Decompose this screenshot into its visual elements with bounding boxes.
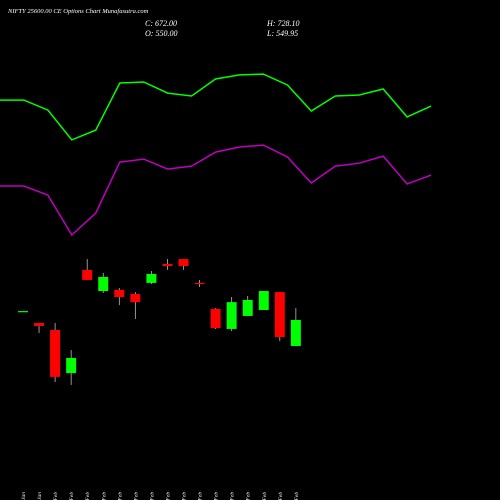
x-tick-label: 09 Feb [149, 492, 155, 500]
x-tick-label: 29 Jan [21, 492, 27, 500]
candle-body [114, 289, 125, 297]
x-tick-label: 05 Feb [117, 492, 123, 500]
x-tick-label: 30 Jan [37, 492, 43, 500]
candle-body [18, 311, 28, 313]
chart-title: NIFTY 25600.00 CE Options Chart Munafasu… [7, 8, 149, 15]
candle-body [130, 294, 141, 303]
x-tick-label: 13 Feb [214, 492, 220, 500]
candle-body [50, 330, 61, 377]
x-tick-label: 12 Feb [198, 492, 204, 500]
candle-body [226, 302, 237, 329]
x-tick-label: 02 Feb [69, 492, 75, 500]
x-tick-label: 10 Feb [165, 492, 171, 500]
x-tick-label: 16 Feb [230, 492, 236, 500]
x-tick-label: 19 Feb [278, 492, 284, 500]
x-tick-label: 18 Feb [262, 492, 268, 500]
stat: O: 550.00 [145, 29, 177, 38]
indicator-line [0, 73, 432, 141]
stat: H: 728.10 [266, 19, 299, 28]
x-tick-label: 20 Feb [294, 492, 300, 500]
candle-body [146, 273, 157, 283]
candle-body [178, 259, 189, 267]
indicator-line [0, 144, 432, 237]
candle-body [98, 276, 109, 292]
candle-body [82, 269, 93, 280]
stat: L: 549.95 [266, 29, 298, 38]
x-tick-label: 03 Feb [85, 492, 91, 500]
candle-body [258, 291, 269, 310]
candle-body [274, 292, 285, 338]
candle-body [66, 357, 77, 374]
stat: C: 672.00 [145, 19, 177, 28]
x-tick-label: 04 Feb [100, 492, 107, 500]
candle-body [242, 299, 253, 316]
candle-body [290, 320, 301, 347]
x-tick-label: 01 Feb [53, 492, 59, 500]
candle-body [34, 322, 45, 326]
x-tick-label: 17 Feb [246, 492, 252, 500]
candle-body [162, 263, 173, 267]
candle-body [194, 282, 205, 285]
candle-body [210, 308, 221, 329]
x-tick-label: 11 Feb [182, 492, 188, 500]
x-tick-label: 06 Feb [133, 492, 139, 500]
